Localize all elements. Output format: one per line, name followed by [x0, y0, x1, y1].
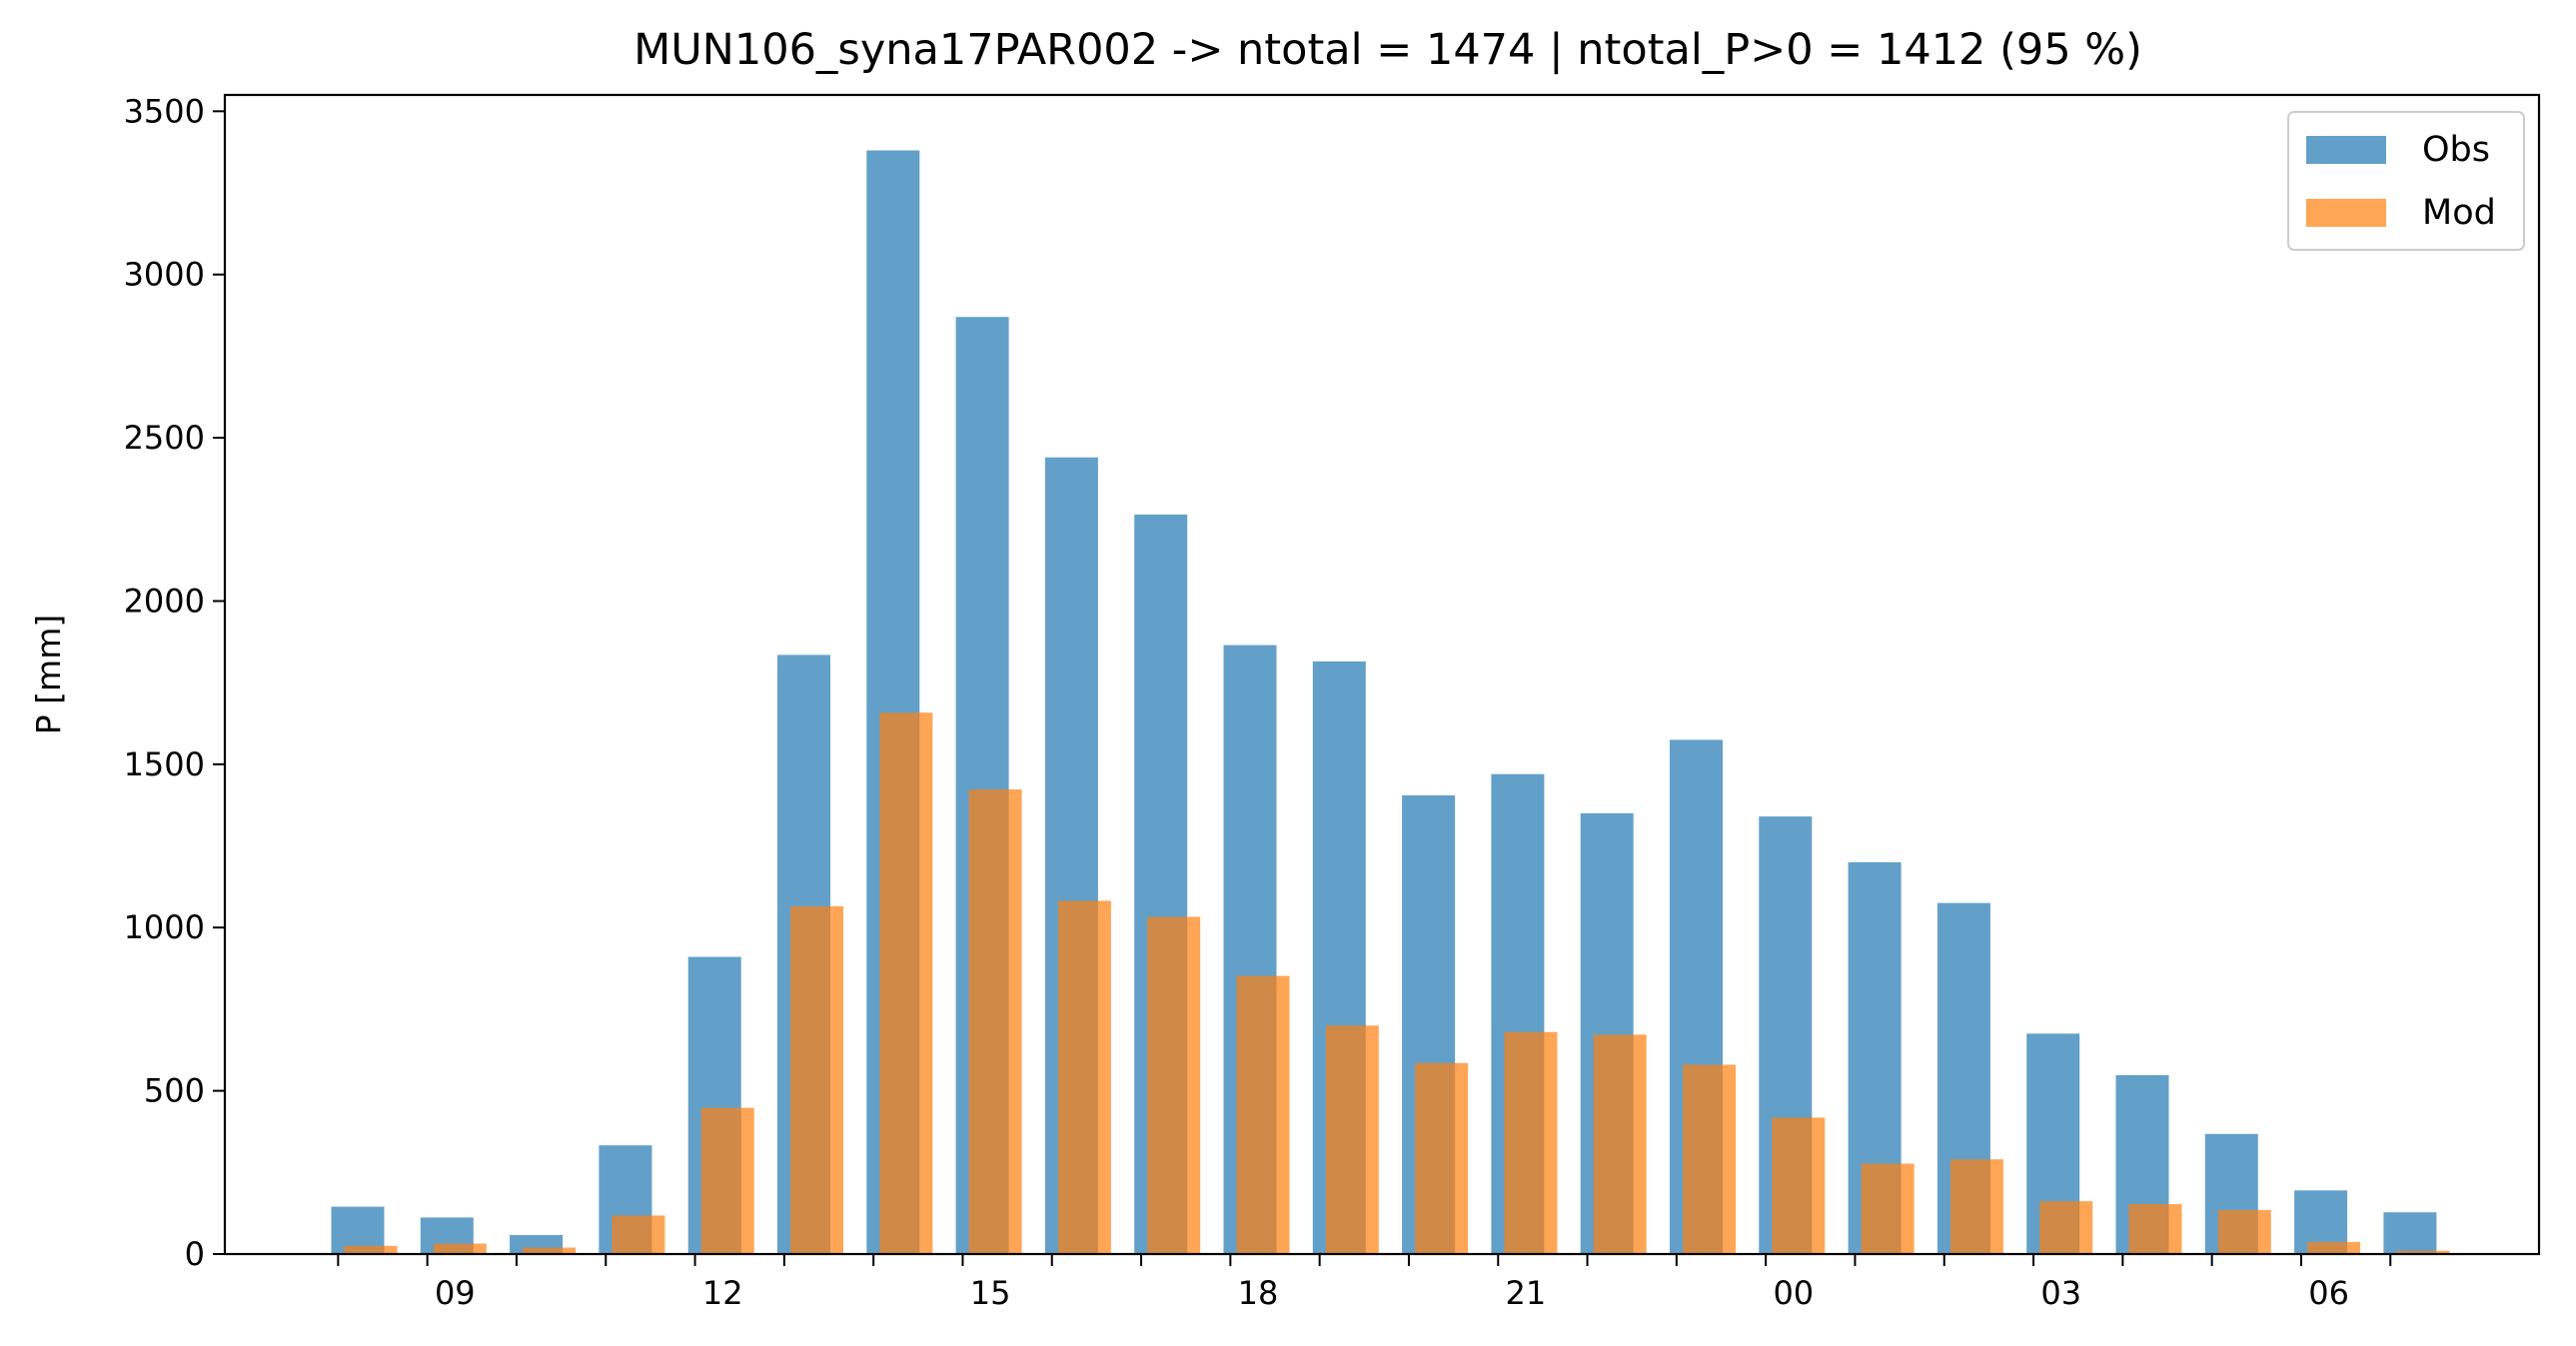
mod-bar-05 — [2217, 1209, 2271, 1254]
obs-bar-07 — [2383, 1212, 2437, 1254]
mod-bar-18 — [1236, 975, 1290, 1254]
y-tick-label: 2000 — [124, 582, 205, 620]
x-axis: 09 12 15 18 21 00 03 06 — [337, 1254, 2392, 1312]
mod-bar-15 — [968, 789, 1022, 1254]
legend-label-obs: Obs — [2422, 130, 2490, 170]
mod-bar-02 — [1949, 1159, 2003, 1254]
mod-bar-06 — [2307, 1241, 2361, 1254]
mod-bar-03 — [2039, 1201, 2093, 1254]
mod-bar-13 — [790, 906, 843, 1254]
mod-bar-09 — [433, 1243, 487, 1254]
mod-bar-04 — [2128, 1204, 2182, 1254]
x-tick-label: 03 — [2040, 1274, 2081, 1312]
y-tick-label: 3500 — [124, 92, 205, 130]
mod-bar-22 — [1593, 1034, 1647, 1254]
bars-group — [331, 150, 2450, 1254]
x-tick-label: 00 — [1773, 1274, 1814, 1312]
mod-bar-17 — [1147, 916, 1201, 1254]
mod-bar-20 — [1415, 1062, 1469, 1254]
chart-title: MUN106_syna17PAR002 -> ntotal = 1474 | n… — [634, 25, 2142, 75]
mod-bar-08 — [344, 1245, 398, 1254]
x-tick-label: 06 — [2308, 1274, 2349, 1312]
legend-label-mod: Mod — [2422, 193, 2496, 233]
mod-bar-11 — [612, 1215, 665, 1254]
mod-bar-12 — [700, 1107, 754, 1254]
x-tick-label: 18 — [1238, 1274, 1279, 1312]
plot-frame — [223, 93, 2541, 1256]
x-tick-label: 12 — [702, 1274, 743, 1312]
y-axis: 0 500 1000 1500 2000 2500 3000 3500 — [124, 92, 225, 1273]
y-tick-label: 0 — [185, 1235, 205, 1273]
mod-bar-23 — [1683, 1064, 1736, 1254]
y-tick-label: 1000 — [124, 908, 205, 946]
legend: Obs Mod — [2287, 111, 2525, 251]
mod-bar-21 — [1504, 1031, 1558, 1254]
x-tick-label: 09 — [435, 1274, 476, 1312]
y-tick-label: 2500 — [124, 419, 205, 457]
mod-bar-16 — [1057, 900, 1111, 1254]
mod-bar-01 — [1861, 1163, 1915, 1254]
mod-bar-14 — [879, 712, 933, 1254]
x-tick-label: 21 — [1506, 1274, 1547, 1312]
x-tick-label: 15 — [970, 1274, 1011, 1312]
mod-bar-10 — [523, 1247, 577, 1254]
legend-swatch-mod — [2306, 199, 2386, 227]
mod-bar-00 — [1772, 1117, 1826, 1254]
mod-bar-19 — [1325, 1025, 1379, 1254]
y-axis-label: P [mm] — [29, 615, 68, 734]
legend-swatch-obs — [2306, 136, 2386, 164]
mod-bar-07 — [2396, 1250, 2450, 1254]
y-tick-label: 1500 — [124, 745, 205, 783]
y-tick-label: 3000 — [124, 256, 205, 294]
y-tick-label: 500 — [144, 1072, 205, 1110]
